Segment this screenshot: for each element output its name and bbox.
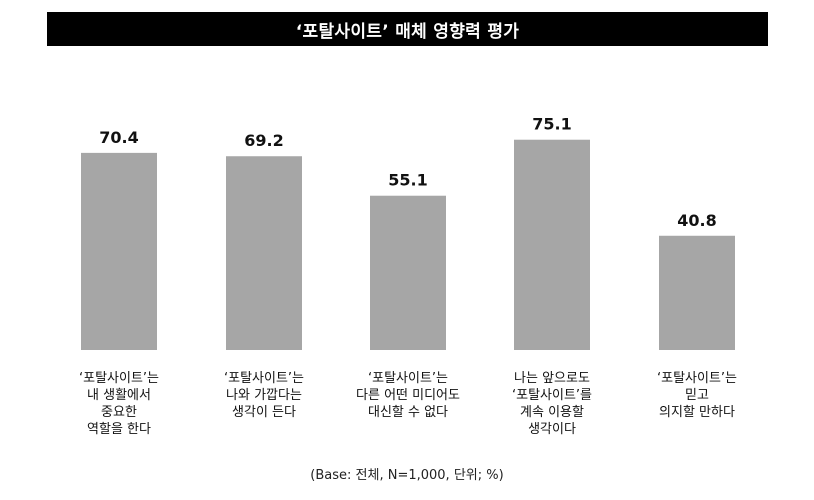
category-label-line: ‘포탈사이트’는 xyxy=(368,371,448,386)
category-label-line: 생각이다 xyxy=(528,422,576,437)
bar-1 xyxy=(81,152,157,350)
category-label-line: 믿고 xyxy=(685,388,709,403)
data-label-1: 70.4 xyxy=(99,128,138,147)
bar-2 xyxy=(226,156,302,350)
chart-title: ‘포탈사이트’ 매체 영향력 평가 xyxy=(295,21,520,42)
data-label-5: 40.8 xyxy=(677,211,716,230)
data-label-3: 55.1 xyxy=(388,171,427,190)
category-label-line: 중요한 xyxy=(101,405,137,420)
bar-3 xyxy=(370,195,446,350)
data-label-2: 69.2 xyxy=(244,131,283,150)
category-label-line: 나와 가깝다는 xyxy=(226,388,302,403)
category-label-line: 나는 앞으로도 xyxy=(514,371,590,386)
category-label-line: 생각이 든다 xyxy=(232,405,296,420)
category-label-line: ‘포탈사이트’를 xyxy=(512,388,592,403)
bar-4 xyxy=(514,139,590,350)
category-label-line: 다른 어떤 미디어도 xyxy=(356,388,460,403)
category-label-line: 역할을 한다 xyxy=(87,422,151,437)
category-label-line: ‘포탈사이트’는 xyxy=(224,371,304,386)
data-label-4: 75.1 xyxy=(532,115,571,134)
category-label-line: ‘포탈사이트’는 xyxy=(79,371,159,386)
category-label-line: 내 생활에서 xyxy=(87,388,151,403)
base-note: (Base: 전체, N=1,000, 단위; %) xyxy=(310,468,504,483)
category-label-line: ‘포탈사이트’는 xyxy=(657,371,737,386)
bar-5 xyxy=(659,235,735,350)
category-label-line: 계속 이용할 xyxy=(520,405,584,420)
category-label-line: 대신할 수 없다 xyxy=(368,405,448,420)
chart-title-bar: ‘포탈사이트’ 매체 영향력 평가 xyxy=(47,12,768,46)
category-label-line: 의지할 만하다 xyxy=(659,405,735,420)
